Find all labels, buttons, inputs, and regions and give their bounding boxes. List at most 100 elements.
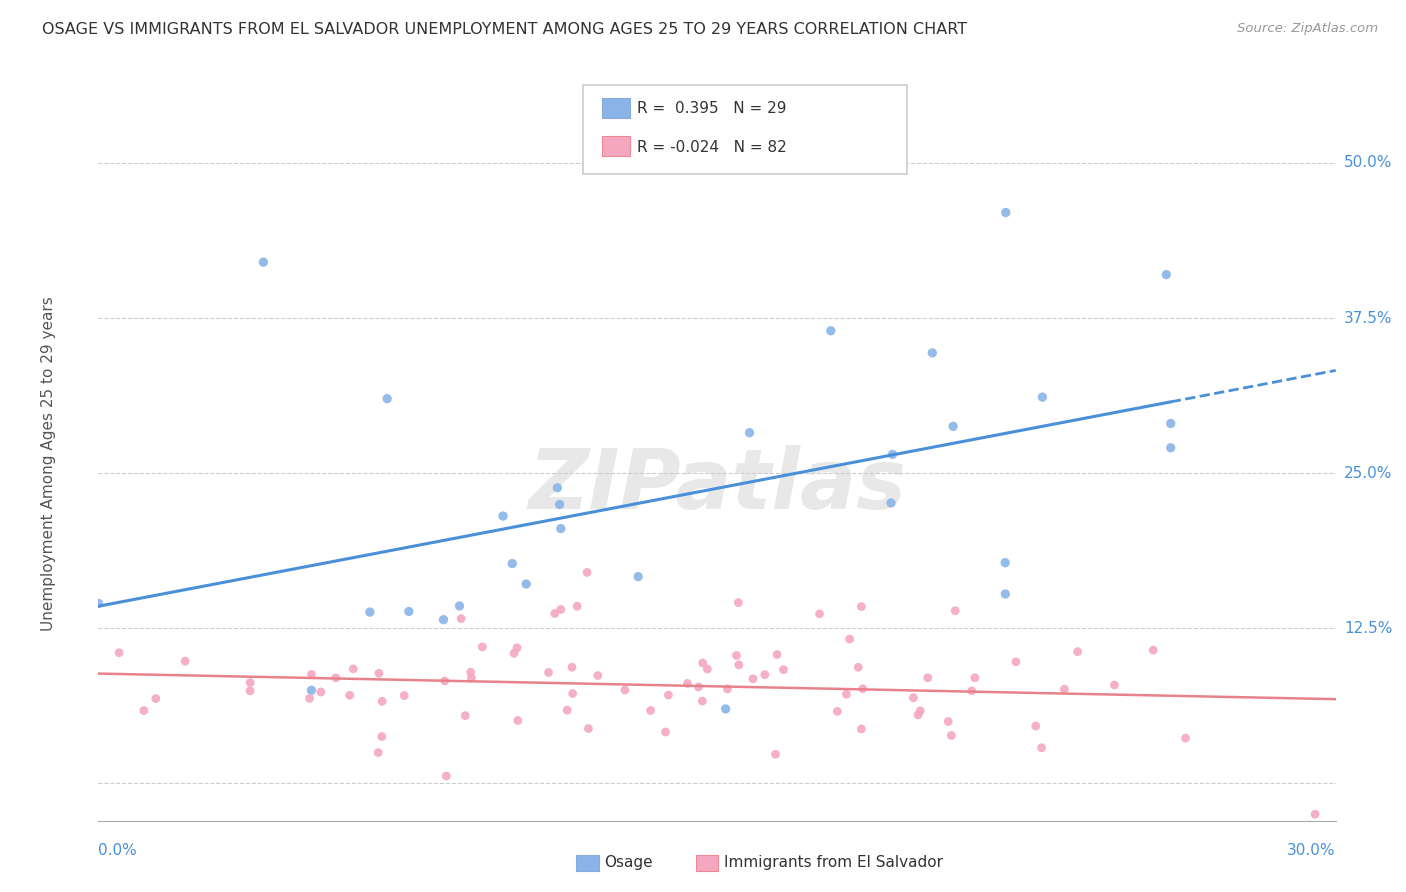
Point [696, 662, 718, 676]
Point [434, 769, 457, 783]
Point [657, 688, 679, 702]
Point [692, 694, 714, 708]
Point [375, 392, 398, 406]
Point [773, 838, 796, 853]
Point [586, 668, 609, 682]
Point [433, 673, 456, 688]
Point [765, 747, 787, 762]
Point [239, 675, 262, 690]
Point [108, 646, 131, 660]
Point [942, 419, 965, 434]
Point [460, 665, 482, 680]
Point [1005, 655, 1028, 669]
Point [772, 663, 794, 677]
Point [676, 676, 699, 690]
Text: 0.0%: 0.0% [98, 843, 138, 858]
Point [537, 665, 560, 680]
Text: 50.0%: 50.0% [1344, 155, 1392, 170]
Point [339, 688, 361, 702]
Point [87, 596, 110, 610]
Point [846, 660, 869, 674]
Point [515, 577, 537, 591]
Point [1160, 417, 1182, 431]
Point [880, 496, 903, 510]
Point [852, 681, 875, 696]
Point [368, 666, 391, 681]
Point [145, 691, 167, 706]
Point [882, 447, 904, 461]
Text: Osage: Osage [605, 855, 654, 870]
Point [627, 569, 650, 583]
Point [692, 656, 714, 670]
Point [1025, 719, 1047, 733]
Point [1142, 643, 1164, 657]
Point [561, 660, 583, 674]
Point [754, 667, 776, 681]
Text: 37.5%: 37.5% [1344, 310, 1392, 326]
Point [727, 596, 749, 610]
Point [578, 722, 600, 736]
Point [688, 680, 710, 694]
Point [714, 702, 737, 716]
Text: Immigrants from El Salvador: Immigrants from El Salvador [724, 855, 943, 870]
Point [325, 671, 347, 685]
Point [640, 703, 662, 717]
Text: Source: ZipAtlas.com: Source: ZipAtlas.com [1237, 22, 1378, 36]
Point [1174, 731, 1197, 745]
Point [550, 522, 572, 536]
Point [963, 671, 986, 685]
Point [654, 725, 676, 739]
Point [342, 662, 364, 676]
Point [450, 611, 472, 625]
Point [910, 704, 932, 718]
Point [301, 667, 323, 681]
Point [132, 704, 155, 718]
Point [994, 205, 1017, 219]
Text: ZIPatlas: ZIPatlas [529, 445, 905, 525]
Point [936, 714, 959, 729]
Point [820, 324, 842, 338]
Point [501, 557, 523, 571]
Point [544, 607, 567, 621]
Point [550, 602, 572, 616]
Point [239, 683, 262, 698]
Text: 30.0%: 30.0% [1288, 843, 1336, 858]
Point [725, 648, 748, 663]
Point [943, 604, 966, 618]
Point [506, 714, 529, 728]
Point [835, 687, 858, 701]
Point [917, 671, 939, 685]
Text: OSAGE VS IMMIGRANTS FROM EL SALVADOR UNEMPLOYMENT AMONG AGES 25 TO 29 YEARS CORR: OSAGE VS IMMIGRANTS FROM EL SALVADOR UNE… [42, 22, 967, 37]
Point [174, 654, 197, 668]
Point [252, 255, 274, 269]
Point [506, 640, 529, 655]
Text: R =  0.395   N = 29: R = 0.395 N = 29 [637, 102, 786, 116]
Point [371, 694, 394, 708]
Point [903, 690, 925, 705]
Point [301, 683, 323, 698]
Point [1303, 807, 1326, 822]
Text: R = -0.024   N = 82: R = -0.024 N = 82 [637, 140, 787, 154]
Text: 25.0%: 25.0% [1344, 466, 1392, 481]
Point [454, 708, 477, 723]
Point [716, 681, 738, 696]
Point [1104, 678, 1126, 692]
Point [727, 657, 749, 672]
Point [827, 704, 849, 718]
Point [994, 587, 1017, 601]
Point [907, 707, 929, 722]
Point [766, 648, 789, 662]
Point [548, 498, 571, 512]
Point [941, 729, 963, 743]
Point [921, 346, 943, 360]
Text: Unemployment Among Ages 25 to 29 years: Unemployment Among Ages 25 to 29 years [41, 296, 56, 632]
Point [432, 613, 454, 627]
Point [398, 605, 420, 619]
Point [367, 746, 389, 760]
Point [394, 689, 416, 703]
Point [738, 425, 761, 440]
Point [1053, 682, 1076, 697]
Point [1066, 645, 1088, 659]
Point [546, 481, 568, 495]
Point [371, 730, 394, 744]
